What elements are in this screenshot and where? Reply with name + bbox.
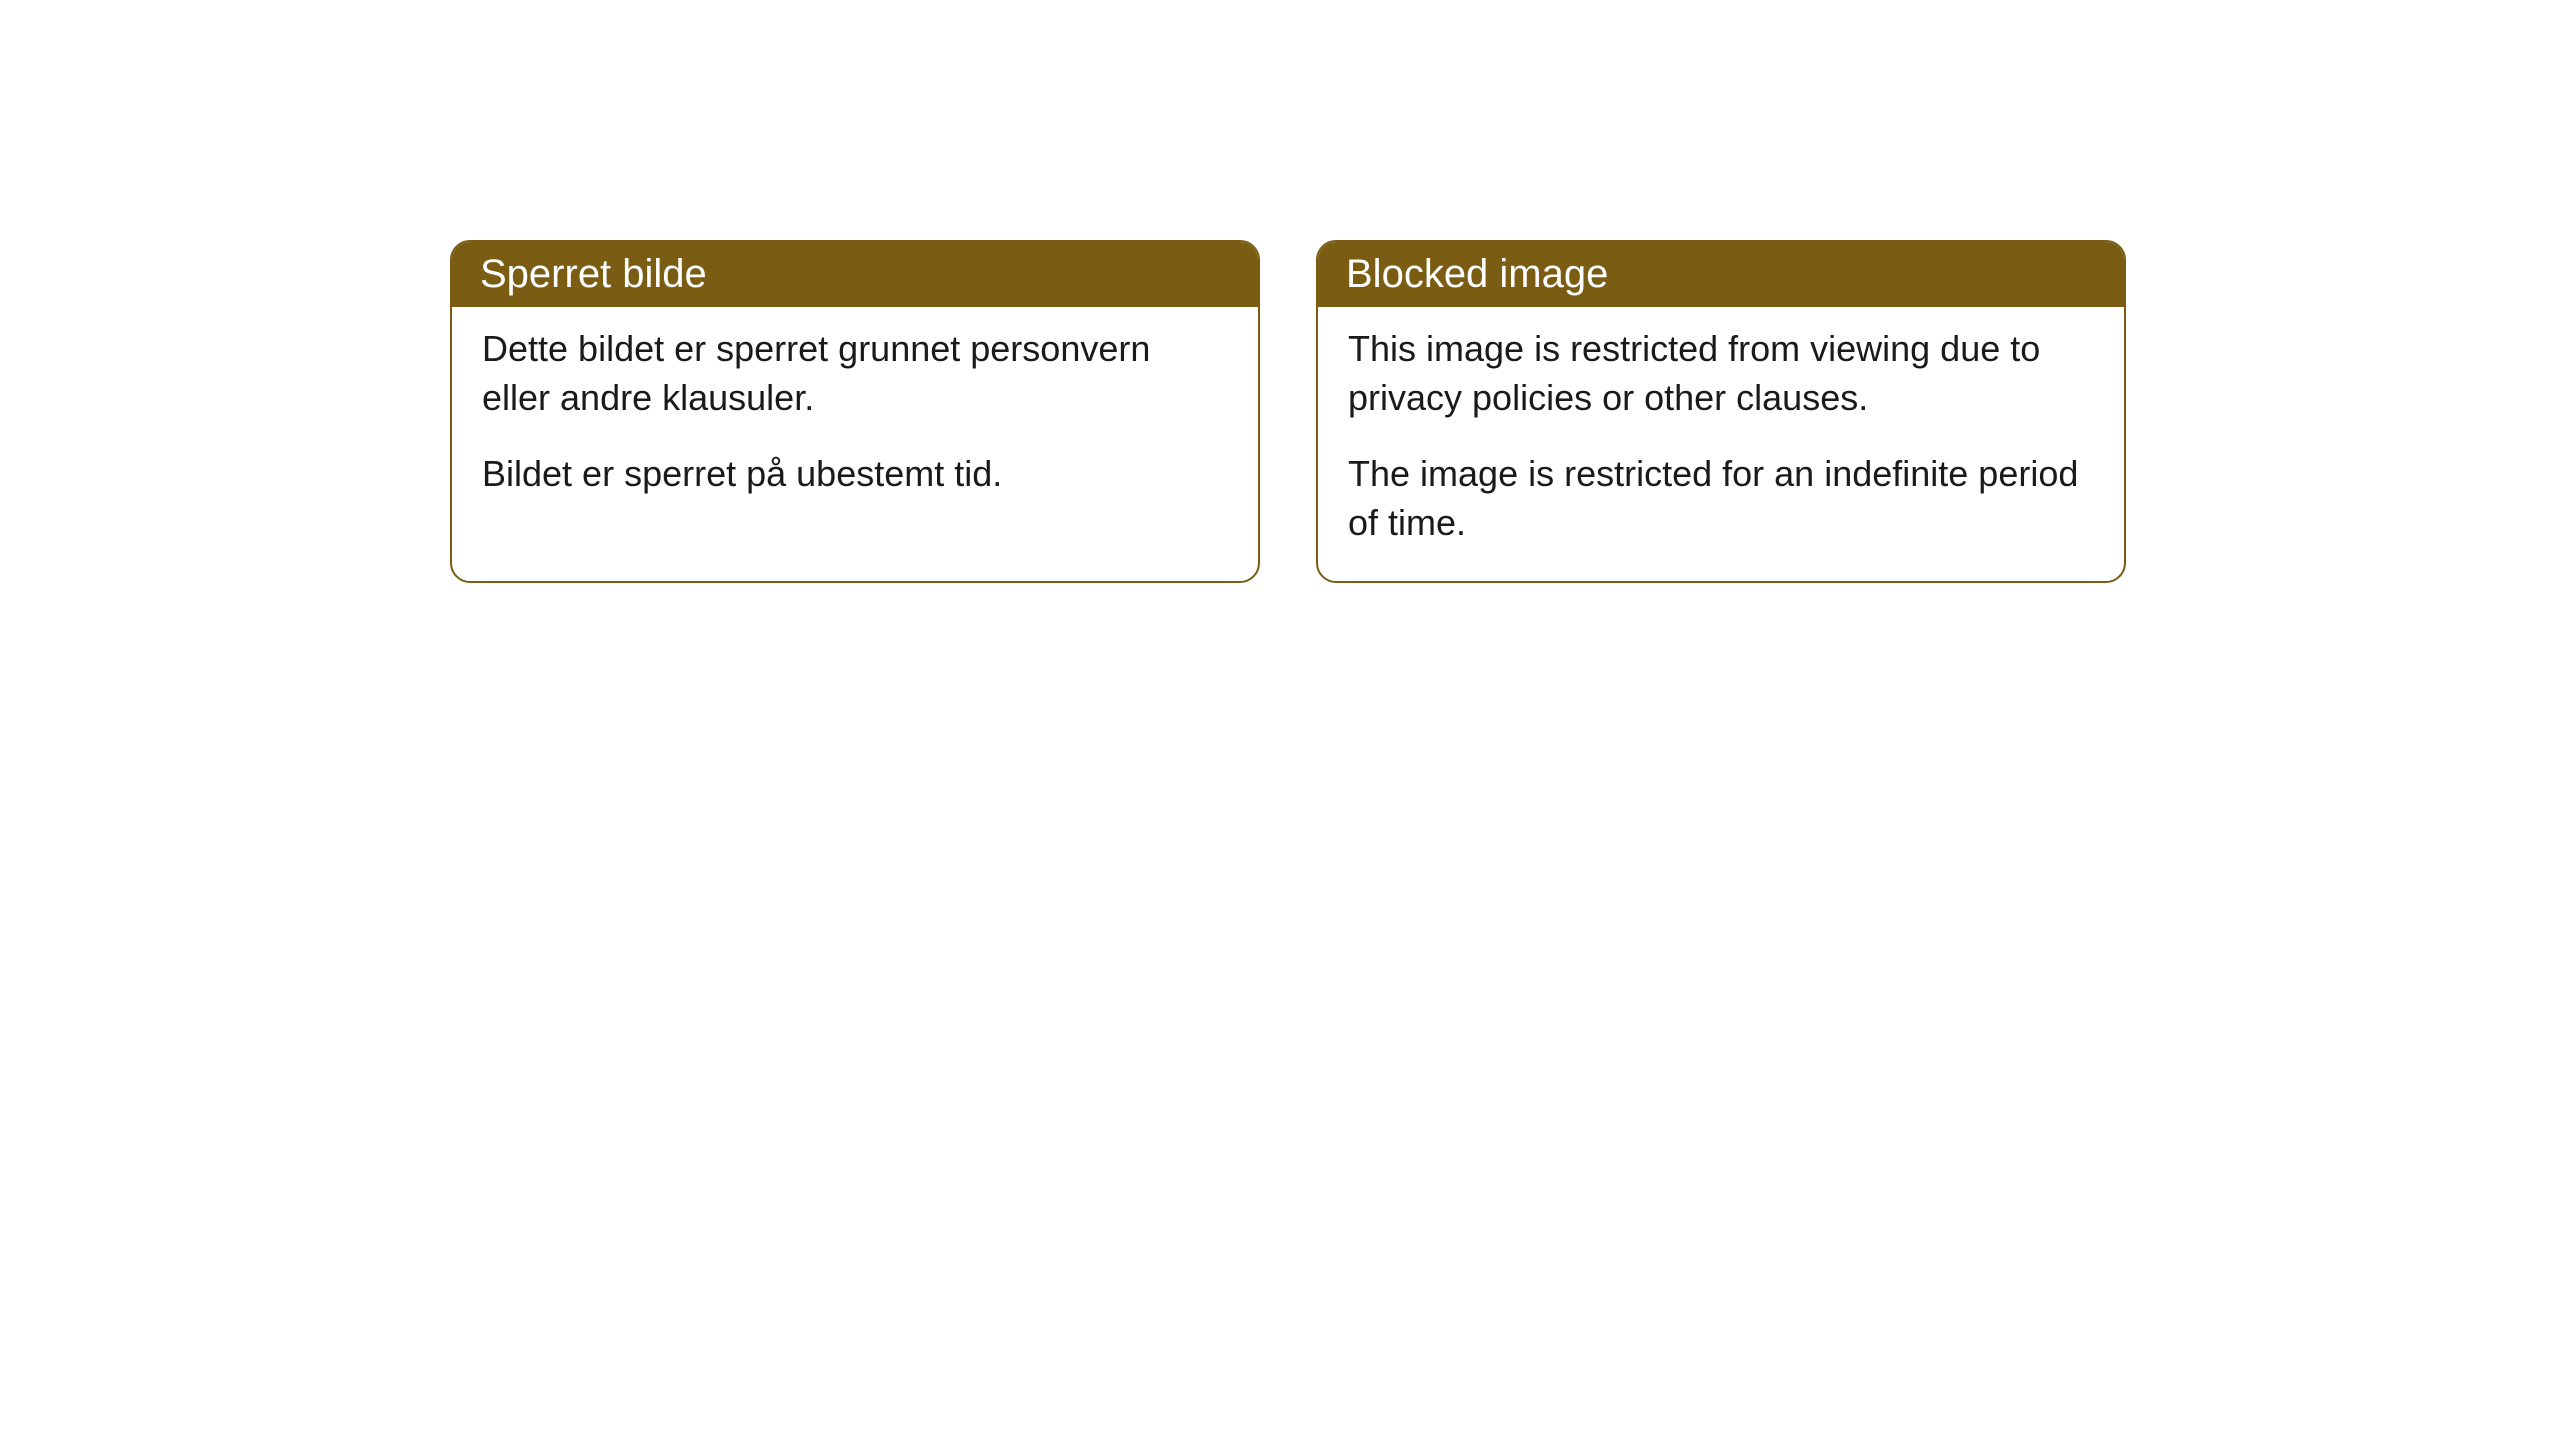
card-body: Dette bildet er sperret grunnet personve… <box>452 307 1258 533</box>
card-title: Blocked image <box>1346 252 1608 296</box>
card-title: Sperret bilde <box>480 252 707 296</box>
card-paragraph: The image is restricted for an indefinit… <box>1348 450 2094 547</box>
card-body: This image is restricted from viewing du… <box>1318 307 2124 581</box>
card-paragraph: Dette bildet er sperret grunnet personve… <box>482 325 1228 422</box>
card-header: Blocked image <box>1318 242 2124 307</box>
blocked-image-notice-container: Sperret bilde Dette bildet er sperret gr… <box>450 240 2126 583</box>
blocked-image-card-english: Blocked image This image is restricted f… <box>1316 240 2126 583</box>
blocked-image-card-norwegian: Sperret bilde Dette bildet er sperret gr… <box>450 240 1260 583</box>
card-paragraph: This image is restricted from viewing du… <box>1348 325 2094 422</box>
card-paragraph: Bildet er sperret på ubestemt tid. <box>482 450 1228 499</box>
card-header: Sperret bilde <box>452 242 1258 307</box>
